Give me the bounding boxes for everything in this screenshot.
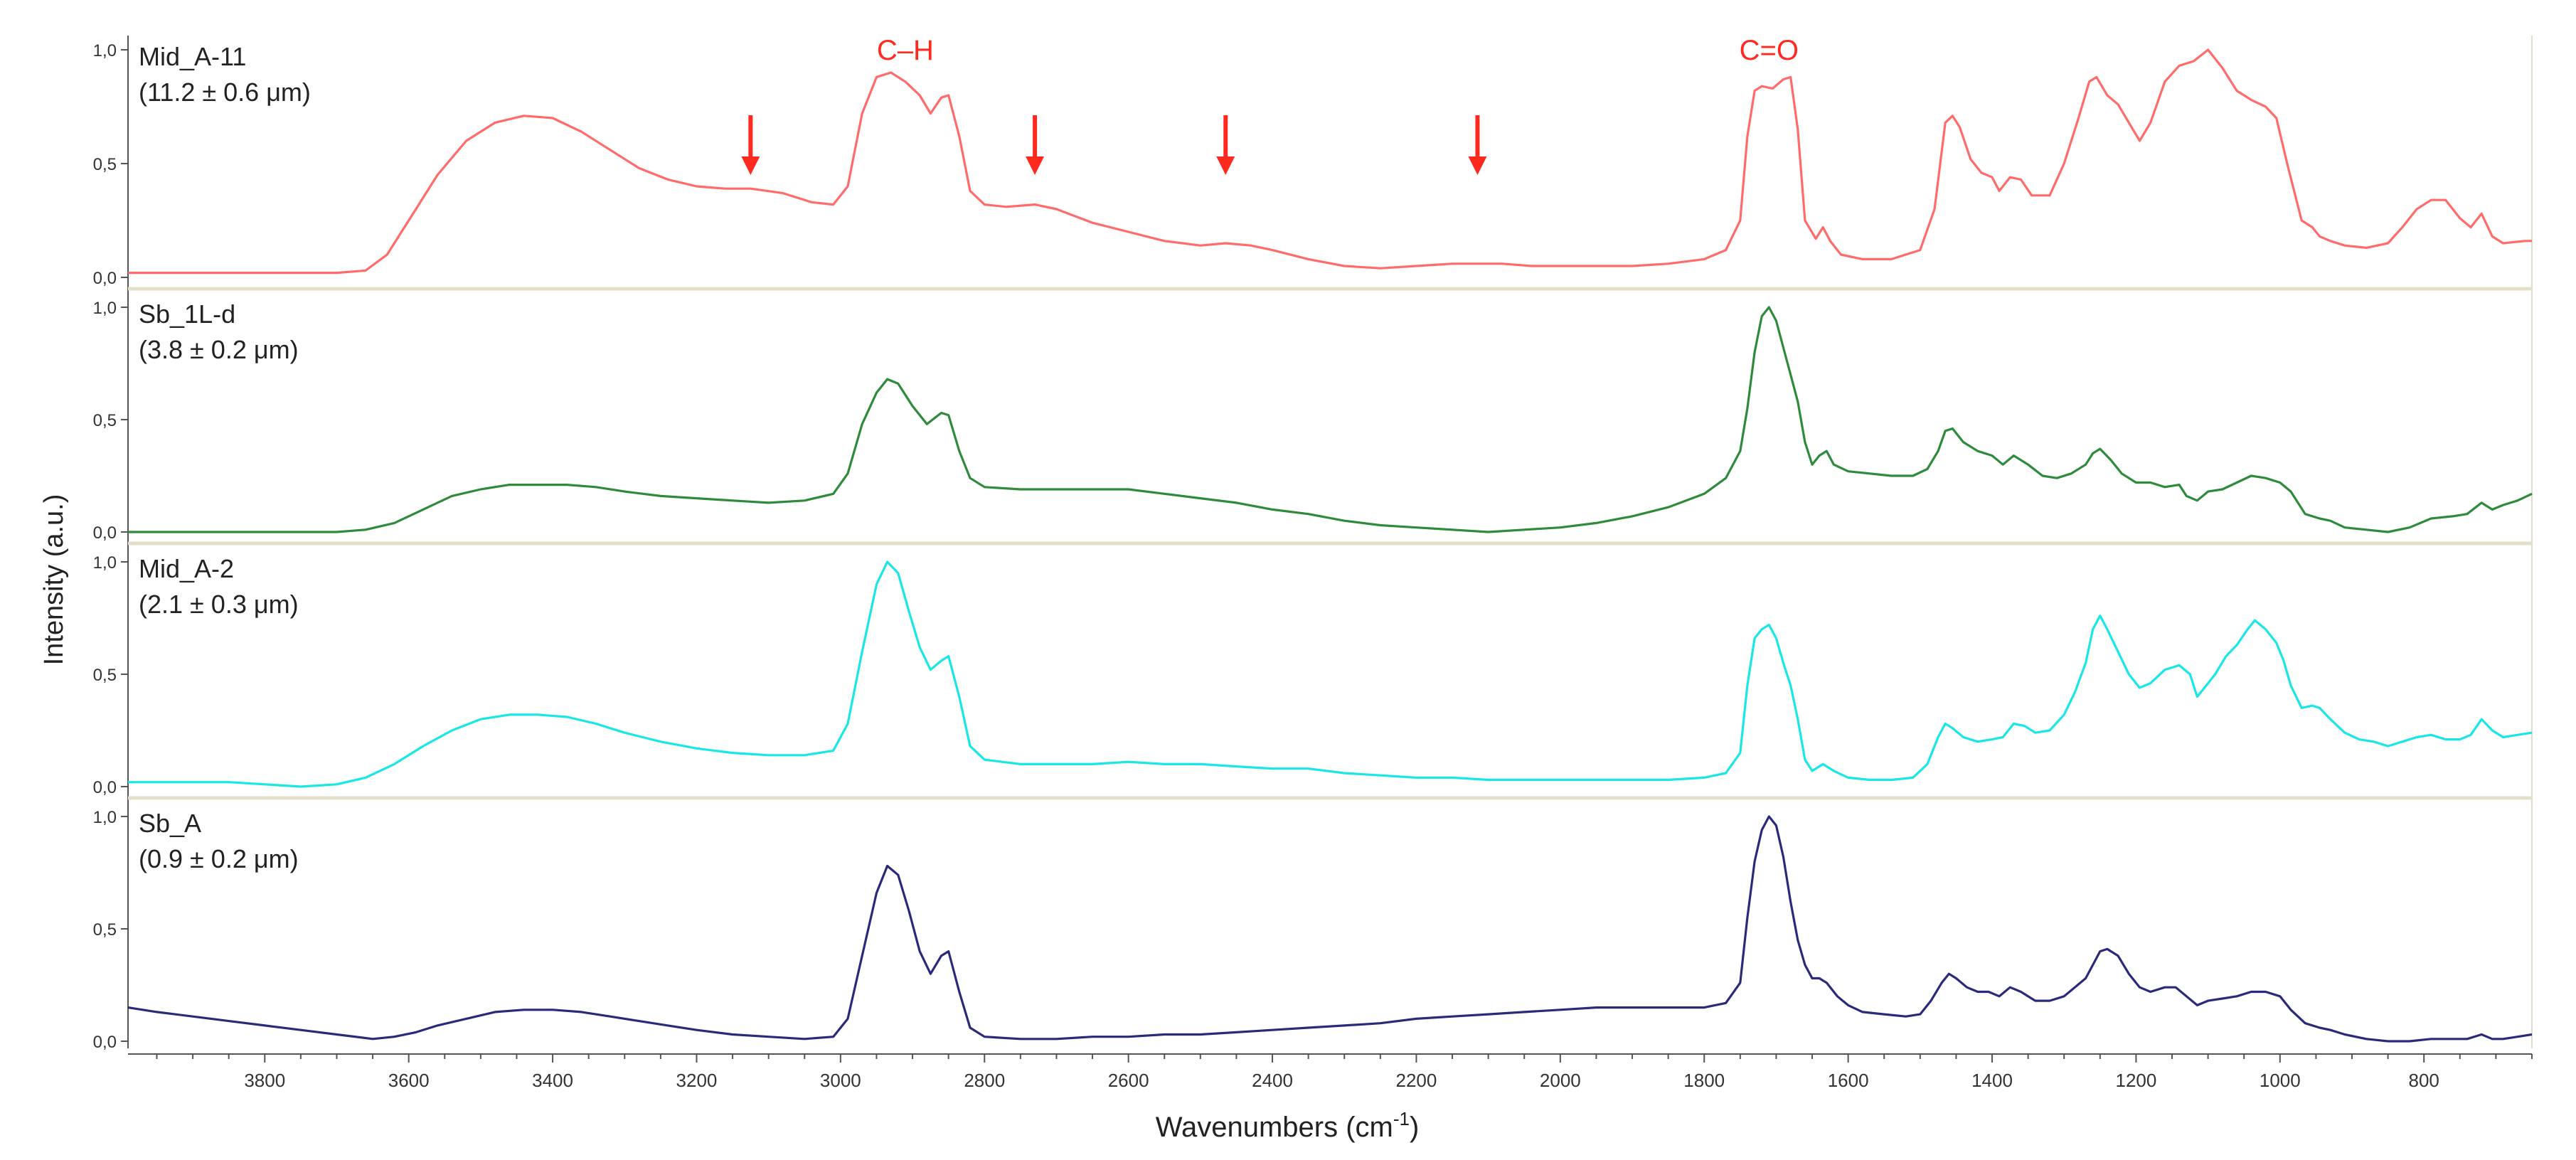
arrow-head [1216, 156, 1235, 175]
peak-annotation: C=O [1740, 35, 1799, 66]
x-tick-label: 2200 [1396, 1070, 1437, 1091]
x-tick-label: 2400 [1252, 1070, 1293, 1091]
series-name-label: Sb_A [139, 809, 201, 838]
series-name-label: Mid_A-2 [139, 554, 234, 583]
x-tick-label: 3600 [388, 1070, 430, 1091]
series-size-label: (3.8 ± 0.2 μm) [139, 335, 299, 364]
series-line-Mid_A-2 [128, 560, 2533, 788]
series-line-Sb_A [127, 815, 2533, 1043]
series-size-label: (0.9 ± 0.2 μm) [139, 844, 299, 873]
series-size-label: (2.1 ± 0.3 μm) [139, 590, 299, 619]
series-labels: Mid_A-11 (11.2 ± 0.6 μm) Sb_1L-d (3.8 ± 0.2… [139, 42, 311, 873]
arrow-head [1468, 156, 1487, 175]
x-tick-label: 1600 [1828, 1070, 1869, 1091]
x-tick-label: 1000 [2260, 1070, 2301, 1091]
series-line-Mid_A-11 [128, 48, 2532, 275]
y-tick-label: 0,0 [93, 523, 117, 543]
y-tick-label: 0,5 [93, 155, 117, 174]
panel-separators [128, 287, 2532, 800]
y-tick-label: 1,0 [93, 553, 117, 573]
y-tick-label: 0,0 [93, 269, 117, 288]
x-axis: 3800 3600 3400 3200 3000 2800 2600 2400 2200 2000… [128, 1053, 2533, 1091]
y-tick-label: 0,5 [93, 411, 117, 430]
x-tick-label: 1800 [1683, 1070, 1725, 1091]
y-tick-label: 1,0 [93, 299, 117, 318]
y-tick-label: 0,5 [93, 666, 117, 685]
x-tick-label: 2800 [964, 1070, 1005, 1091]
y-tick-label: 0,0 [93, 1033, 117, 1052]
x-tick-label: 3200 [676, 1070, 718, 1091]
spectra-series [127, 48, 2533, 1043]
series-line-Sb_1L-d [128, 306, 2533, 533]
x-tick-label: 2600 [1108, 1070, 1149, 1091]
x-tick-label: 3000 [820, 1070, 861, 1091]
y-tick-label: 1,0 [93, 41, 117, 60]
y-tick-label: 0,0 [93, 778, 117, 797]
x-tick-label: 1200 [2115, 1070, 2156, 1091]
y-axis-ticks: 0,0 0,5 1,0 0,0 0,5 1,0 0,0 0,5 1,0 0,0 0,5 1,0 [93, 41, 128, 1052]
y-tick-label: 1,0 [93, 808, 117, 827]
y-tick-label: 0,5 [93, 920, 117, 940]
x-tick-label: 800 [2409, 1070, 2439, 1091]
x-tick-label: 3800 [244, 1070, 285, 1091]
x-tick-label: 3400 [532, 1070, 573, 1091]
series-size-label: (11.2 ± 0.6 μm) [139, 78, 311, 107]
x-axis-label: Wavenumbers (cm-1) [1156, 1108, 1420, 1143]
series-name-label: Mid_A-11 [139, 42, 246, 71]
annotations: C–H C=O [741, 35, 1799, 175]
x-tick-label: 2000 [1540, 1070, 1581, 1091]
arrow-head [741, 156, 760, 175]
series-name-label: Sb_1L-d [139, 299, 235, 329]
arrow-head [1026, 156, 1045, 175]
x-tick-label: 1400 [1971, 1070, 2013, 1091]
y-axis-label: Intensity (a.u.) [39, 494, 69, 666]
peak-annotation: C–H [877, 35, 934, 66]
